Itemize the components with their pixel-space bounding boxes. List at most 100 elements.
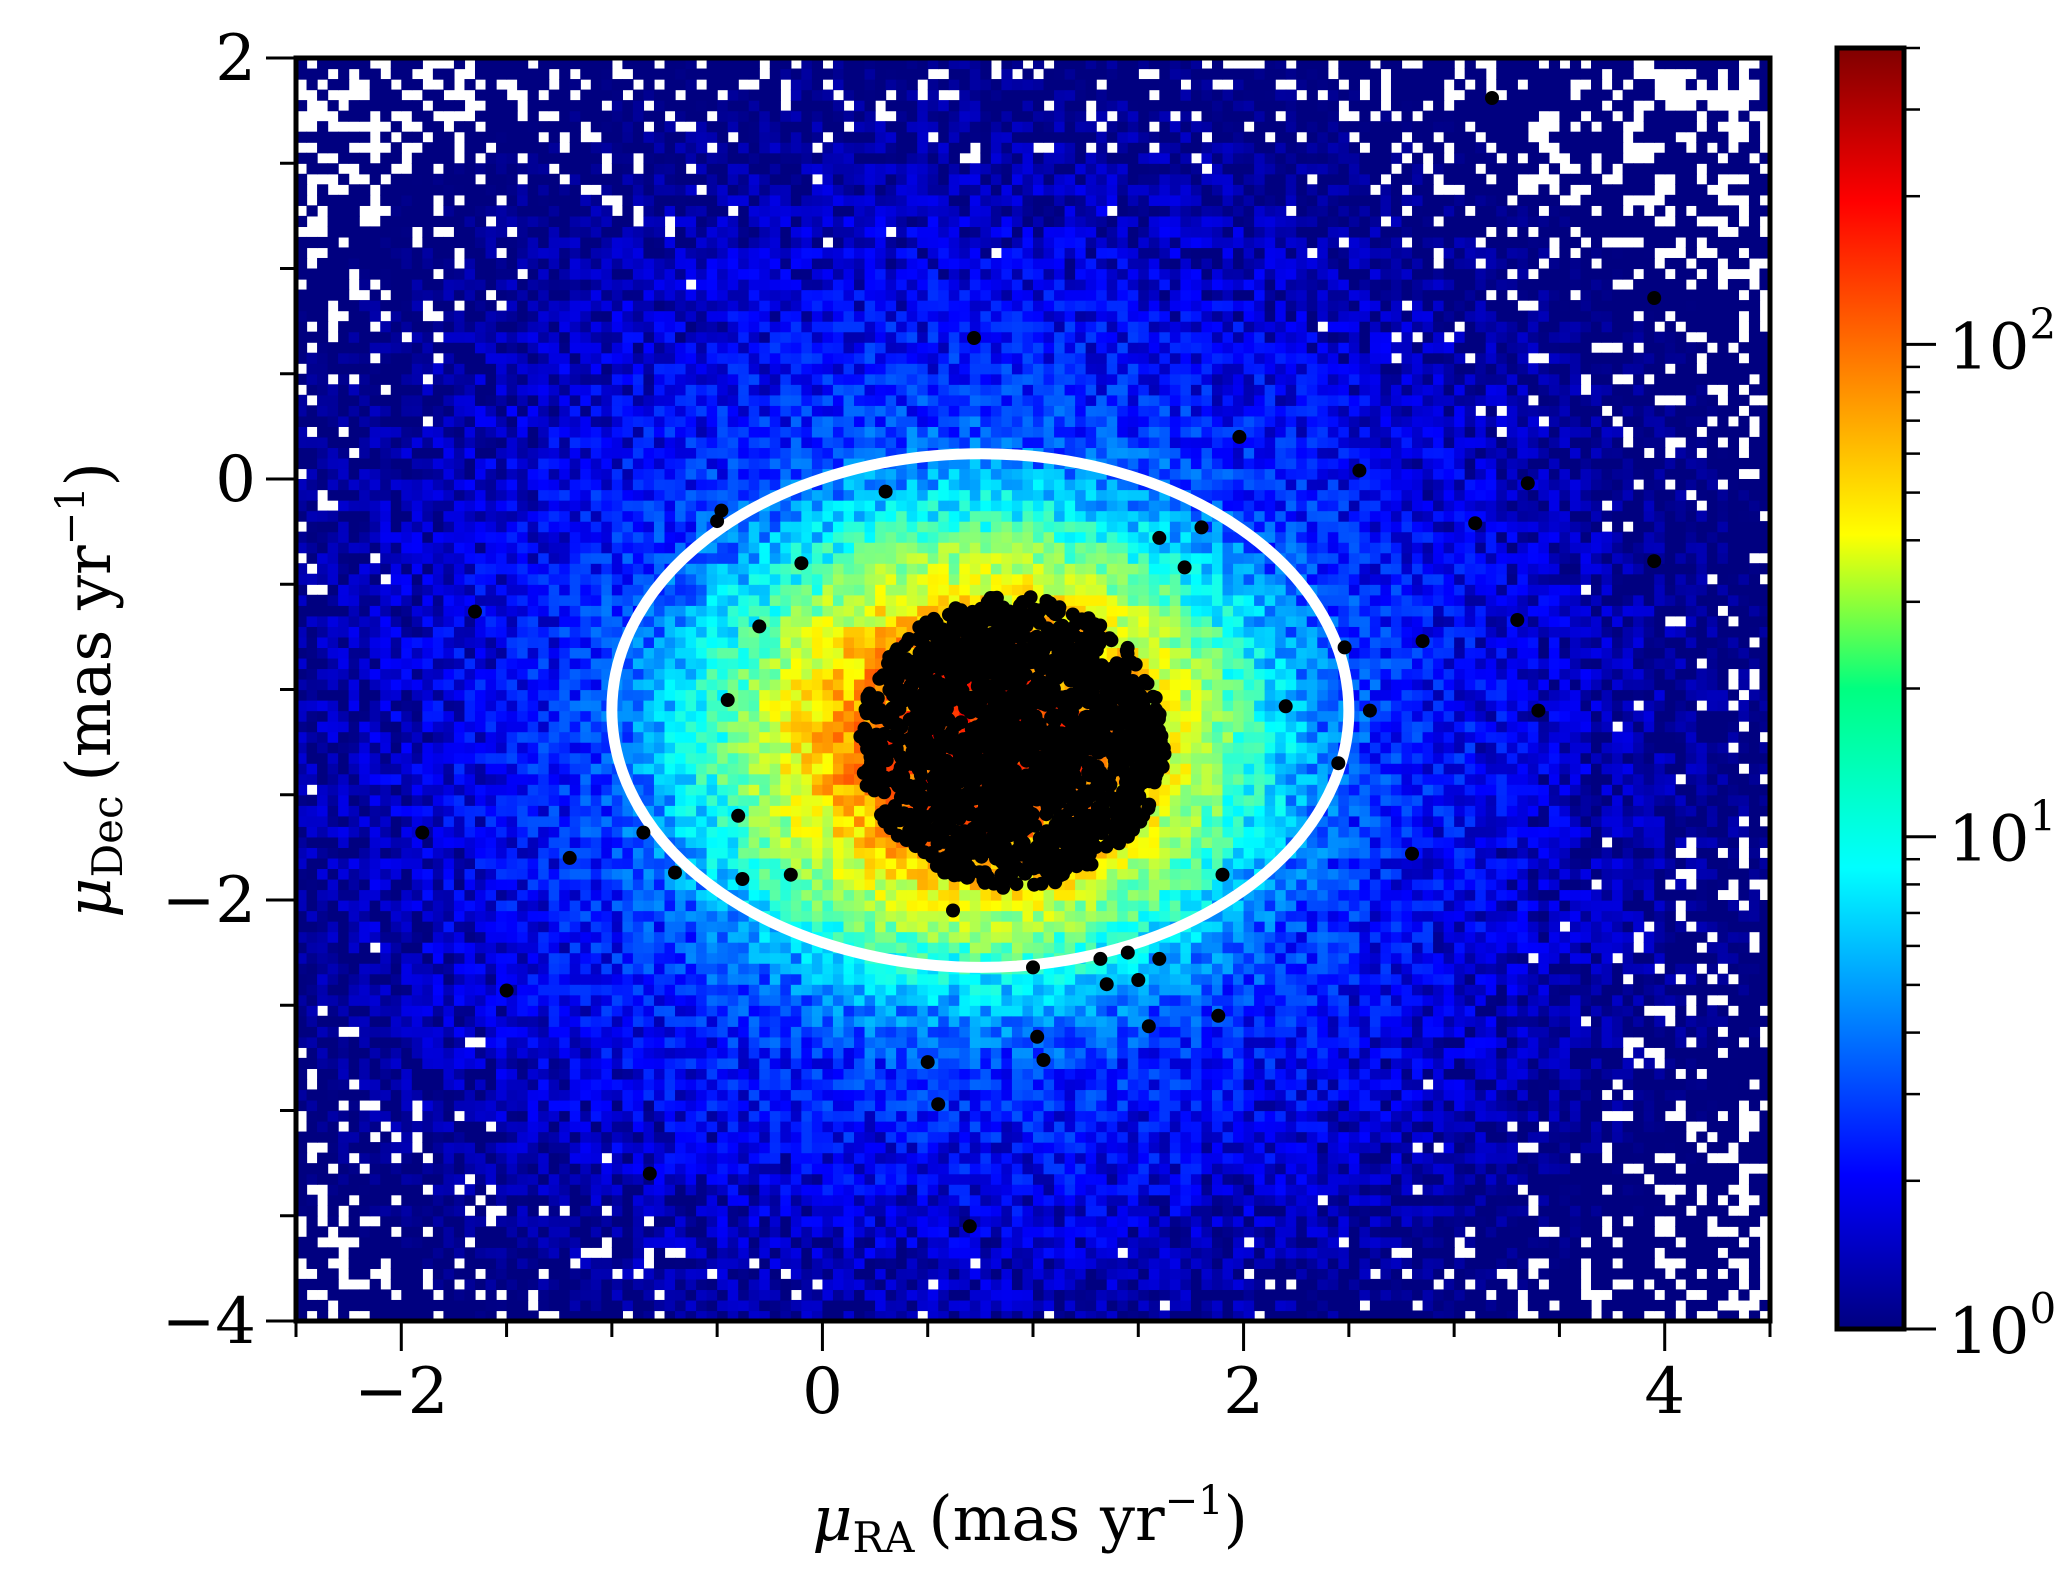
density-cell (548, 1110, 560, 1122)
density-cell (727, 857, 739, 870)
density-cell (464, 1152, 476, 1164)
density-cell (464, 910, 476, 922)
density-cell (317, 510, 329, 522)
density-cell (717, 384, 729, 396)
density-cell (738, 1152, 750, 1164)
density-cell (622, 847, 634, 859)
density-cell (653, 236, 666, 249)
density-cell (380, 1173, 392, 1185)
density-cell (359, 710, 371, 722)
density-cell (748, 605, 760, 617)
density-cell (559, 1236, 571, 1248)
density-cell (643, 636, 655, 649)
density-cell (538, 952, 550, 964)
density-cell (401, 1163, 413, 1175)
density-cell (632, 1026, 645, 1038)
density-cell (506, 878, 518, 891)
density-cell (559, 352, 571, 364)
density-cell (443, 605, 455, 617)
density-cell (359, 689, 371, 701)
density-cell (548, 279, 560, 291)
density-cell (653, 1173, 666, 1185)
density-cell (338, 173, 350, 185)
density-cell (727, 489, 739, 501)
density-cell (306, 384, 318, 396)
density-cell (411, 815, 423, 827)
density-cell (717, 68, 729, 80)
density-cell (632, 415, 645, 427)
density-cell (443, 1310, 455, 1321)
density-cell (748, 1310, 760, 1321)
density-cell (685, 815, 697, 827)
density-cell (369, 1057, 381, 1070)
density-cell (359, 731, 371, 743)
density-cell (727, 468, 739, 480)
density-cell (496, 721, 508, 733)
density-cell (443, 1089, 455, 1101)
density-cell (717, 215, 729, 228)
density-cell (464, 921, 476, 933)
density-cell (622, 1026, 634, 1038)
density-cell (453, 815, 466, 827)
density-cell (696, 1268, 708, 1280)
density-cell (590, 68, 602, 80)
density-cell (369, 289, 381, 301)
density-cell (390, 68, 402, 80)
density-cell (443, 721, 455, 733)
density-cell (327, 542, 339, 554)
density-cell (506, 184, 518, 196)
density-cell (338, 889, 350, 901)
density-cell (727, 342, 739, 354)
density-cell (538, 1299, 550, 1312)
density-cell (538, 784, 550, 796)
density-cell (632, 479, 645, 491)
density-cell (401, 457, 413, 470)
density-cell (443, 1184, 455, 1196)
density-cell (601, 1110, 613, 1122)
density-cell (390, 184, 402, 196)
density-cell (401, 752, 413, 764)
density-cell (496, 1152, 508, 1164)
density-cell (580, 1047, 592, 1059)
density-cell (622, 215, 634, 228)
density-cell (464, 405, 476, 417)
density-cell (675, 889, 687, 901)
density-cell (643, 79, 655, 91)
density-cell (717, 373, 729, 385)
density-cell (685, 1247, 697, 1259)
density-cell (538, 268, 550, 280)
density-cell (527, 710, 539, 722)
density-cell (327, 1184, 339, 1196)
density-cell (664, 1089, 676, 1101)
density-cell (369, 500, 381, 512)
density-cell (569, 942, 581, 954)
density-cell (590, 615, 602, 627)
density-cell (517, 415, 529, 427)
density-cell (559, 89, 571, 101)
density-cell (706, 79, 718, 91)
density-cell (474, 1215, 487, 1227)
density-cell (369, 1163, 381, 1175)
density-cell (748, 184, 760, 196)
density-cell (380, 731, 392, 743)
density-cell (675, 773, 687, 785)
density-cell (527, 68, 539, 80)
density-cell (338, 626, 350, 638)
density-cell (685, 763, 697, 775)
density-cell (369, 1226, 381, 1238)
density-cell (653, 626, 666, 638)
density-cell (390, 521, 402, 533)
density-cell (422, 363, 434, 375)
density-cell (717, 710, 729, 722)
density-cell (422, 426, 434, 438)
density-cell (738, 657, 750, 670)
density-cell (443, 584, 455, 596)
density-cell (538, 963, 550, 975)
density-cell (653, 678, 666, 691)
density-cell (643, 1057, 655, 1070)
density-cell (696, 689, 708, 701)
density-cell (453, 1236, 466, 1248)
density-cell (422, 342, 434, 354)
density-cell (738, 742, 750, 754)
density-cell (727, 257, 739, 270)
